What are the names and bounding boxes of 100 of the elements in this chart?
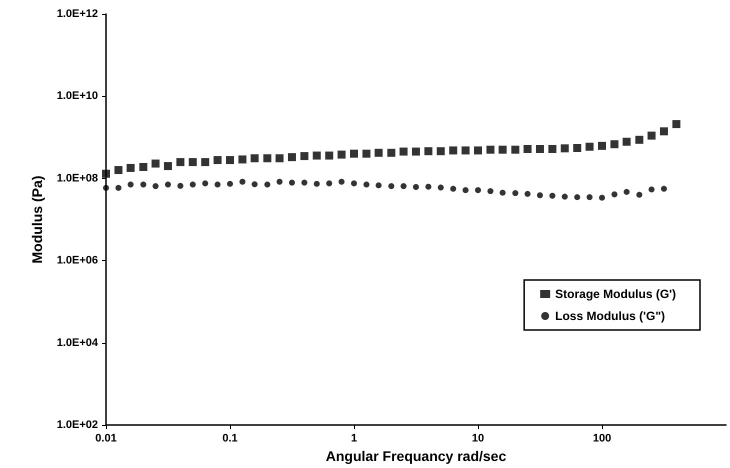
point bbox=[475, 187, 481, 194]
point bbox=[351, 180, 357, 186]
x-tick-label: 0.01 bbox=[95, 432, 117, 445]
point bbox=[362, 150, 370, 158]
point bbox=[636, 192, 642, 198]
y-tick-label: 1.0E+04 bbox=[56, 336, 99, 349]
point bbox=[264, 182, 270, 188]
point bbox=[560, 144, 569, 152]
point bbox=[574, 194, 580, 200]
point bbox=[536, 145, 544, 154]
point bbox=[648, 186, 655, 192]
point bbox=[412, 148, 420, 156]
point bbox=[424, 147, 432, 156]
point bbox=[214, 156, 222, 164]
point bbox=[276, 178, 283, 185]
x-tick-label: 100 bbox=[592, 432, 612, 445]
point bbox=[102, 170, 110, 178]
point bbox=[500, 190, 506, 196]
point bbox=[524, 190, 531, 197]
point bbox=[214, 182, 221, 188]
point bbox=[226, 156, 234, 164]
point bbox=[610, 140, 618, 148]
point bbox=[511, 146, 520, 154]
point bbox=[648, 132, 656, 140]
point bbox=[128, 182, 134, 188]
point bbox=[326, 180, 332, 186]
point bbox=[536, 192, 543, 198]
point bbox=[227, 180, 233, 187]
point bbox=[152, 160, 160, 168]
point bbox=[436, 147, 445, 156]
point bbox=[376, 182, 382, 188]
point bbox=[325, 152, 334, 160]
point bbox=[660, 186, 667, 192]
point bbox=[338, 178, 345, 185]
x-tick-label: 10 bbox=[472, 432, 484, 445]
point bbox=[140, 182, 146, 188]
point bbox=[438, 184, 444, 191]
point bbox=[250, 154, 259, 162]
point bbox=[549, 192, 556, 199]
point bbox=[190, 182, 196, 188]
point bbox=[374, 148, 383, 157]
point bbox=[672, 120, 680, 128]
point bbox=[300, 152, 308, 160]
point bbox=[176, 158, 184, 166]
point bbox=[202, 180, 208, 186]
point bbox=[573, 144, 582, 152]
point bbox=[624, 188, 630, 195]
legend-label: Loss Modulus ('G") bbox=[555, 309, 666, 323]
point bbox=[312, 152, 321, 160]
y-tick-label: 1.0E+06 bbox=[56, 254, 98, 267]
point bbox=[314, 180, 320, 187]
point bbox=[586, 142, 594, 151]
point bbox=[288, 180, 295, 186]
y-tick-label: 1.0E+02 bbox=[56, 419, 98, 432]
point bbox=[350, 150, 358, 158]
point bbox=[388, 183, 394, 190]
point bbox=[400, 183, 407, 190]
point bbox=[188, 158, 197, 166]
point bbox=[152, 183, 159, 190]
point bbox=[449, 146, 458, 154]
point bbox=[599, 194, 605, 201]
point bbox=[586, 194, 593, 200]
point bbox=[126, 164, 135, 172]
point bbox=[512, 190, 518, 196]
legend-label: Storage Modulus (G') bbox=[555, 287, 676, 301]
point bbox=[487, 188, 494, 194]
point bbox=[164, 162, 172, 170]
point bbox=[486, 146, 494, 154]
point bbox=[400, 148, 408, 156]
x-tick-label: 0.1 bbox=[222, 432, 238, 445]
point bbox=[276, 154, 284, 162]
y-tick-label: 1.0E+12 bbox=[56, 8, 98, 20]
point bbox=[635, 136, 644, 144]
point bbox=[412, 184, 419, 190]
point bbox=[524, 145, 532, 154]
point bbox=[288, 153, 296, 162]
point bbox=[115, 184, 122, 191]
point bbox=[462, 146, 470, 154]
point bbox=[263, 154, 272, 162]
point bbox=[425, 184, 432, 190]
point bbox=[548, 145, 556, 154]
y-tick-label: 1.0E+08 bbox=[56, 172, 98, 184]
point bbox=[252, 181, 258, 188]
point bbox=[498, 146, 507, 154]
y-axis-title: Modulus (Pa) bbox=[29, 176, 45, 264]
x-tick-label: 1 bbox=[350, 432, 358, 445]
point bbox=[622, 138, 631, 146]
point bbox=[387, 148, 396, 157]
point bbox=[177, 182, 184, 189]
point bbox=[114, 166, 122, 174]
point bbox=[239, 178, 246, 185]
point bbox=[139, 162, 148, 171]
point bbox=[201, 158, 210, 166]
point bbox=[660, 127, 668, 136]
point bbox=[462, 187, 469, 194]
point bbox=[238, 155, 246, 164]
point bbox=[611, 191, 618, 198]
point bbox=[338, 150, 346, 159]
point bbox=[164, 182, 171, 188]
point bbox=[363, 182, 370, 188]
